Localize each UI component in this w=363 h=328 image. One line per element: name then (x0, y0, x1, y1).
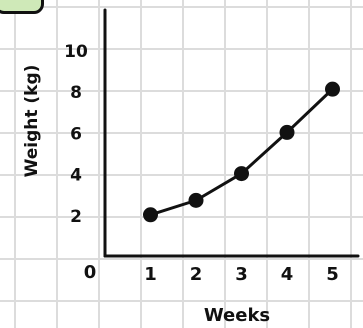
y-tick-labels: 2 4 6 8 10 (64, 42, 88, 227)
y-tick-label-8: 8 (70, 83, 82, 103)
data-point-week-5 (325, 81, 340, 97)
y-tick-label-2: 2 (70, 207, 82, 227)
data-point-week-2 (188, 192, 204, 208)
data-point-week-3 (234, 166, 249, 182)
y-tick-label-10: 10 (64, 42, 88, 62)
y-tick-label-6: 6 (70, 124, 82, 144)
data-points (143, 81, 340, 223)
origin-label: 0 (84, 262, 97, 283)
data-point-week-4 (279, 124, 295, 140)
x-tick-label-5: 5 (326, 264, 339, 285)
series-line-weight (150, 88, 334, 217)
x-tick-label-1: 1 (144, 264, 157, 285)
x-tick-label-3: 3 (235, 264, 248, 285)
x-tick-label-2: 2 (190, 264, 203, 285)
axes (103, 8, 360, 258)
x-tick-labels: 1 2 3 4 5 (144, 264, 339, 285)
x-tick-label-4: 4 (281, 264, 294, 285)
y-tick-label-4: 4 (70, 166, 82, 186)
data-point-week-1 (143, 207, 158, 223)
y-axis-label: Weight (kg) (22, 65, 42, 178)
corner-box-decoration (0, 0, 44, 14)
x-axis-label: Weeks (204, 305, 270, 326)
